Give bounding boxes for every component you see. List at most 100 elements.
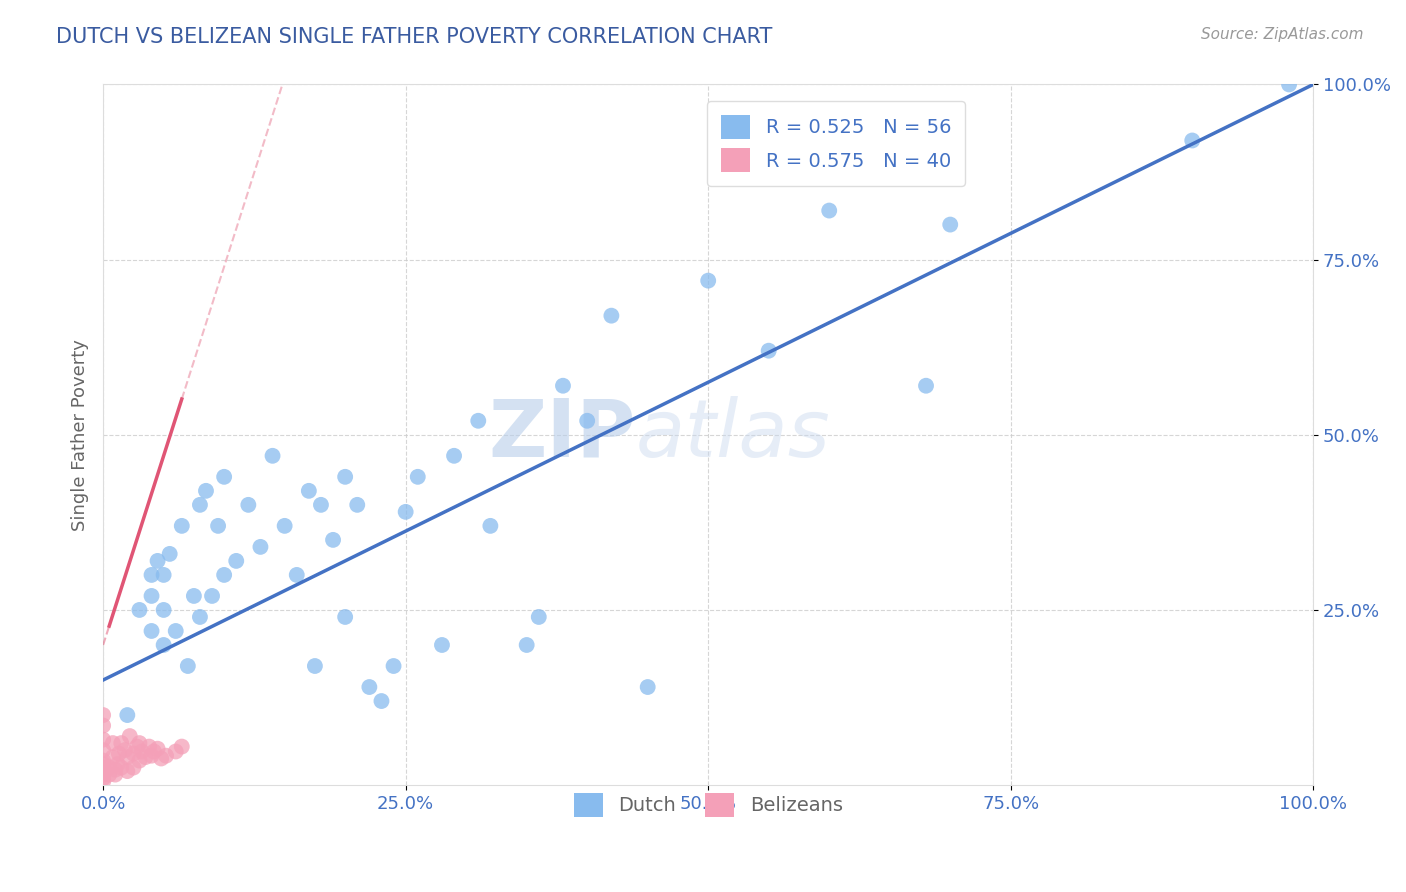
Text: atlas: atlas bbox=[636, 396, 831, 474]
Point bbox=[165, 624, 187, 638]
Point bbox=[122, 747, 145, 761]
Point bbox=[1181, 134, 1204, 148]
Point bbox=[98, 761, 121, 775]
Point bbox=[298, 483, 321, 498]
Point bbox=[117, 750, 139, 764]
Point bbox=[195, 483, 218, 498]
Point bbox=[370, 694, 392, 708]
Point bbox=[91, 732, 114, 747]
Point bbox=[333, 610, 356, 624]
Legend: Dutch, Belizeans: Dutch, Belizeans bbox=[565, 785, 851, 824]
Point bbox=[395, 505, 418, 519]
Point bbox=[152, 568, 174, 582]
Point bbox=[201, 589, 224, 603]
Point bbox=[165, 744, 187, 758]
Point bbox=[108, 747, 131, 761]
Point bbox=[131, 744, 153, 758]
Point bbox=[346, 498, 368, 512]
Point bbox=[333, 470, 356, 484]
Point bbox=[637, 680, 659, 694]
Point bbox=[359, 680, 381, 694]
Point bbox=[225, 554, 247, 568]
Point bbox=[138, 739, 160, 754]
Point bbox=[285, 568, 308, 582]
Point bbox=[758, 343, 780, 358]
Point bbox=[516, 638, 538, 652]
Point bbox=[98, 767, 121, 781]
Point bbox=[309, 498, 332, 512]
Point bbox=[91, 771, 114, 785]
Point bbox=[128, 603, 150, 617]
Point bbox=[527, 610, 550, 624]
Point bbox=[107, 757, 129, 772]
Point bbox=[141, 624, 163, 638]
Point bbox=[939, 218, 962, 232]
Point bbox=[104, 767, 127, 781]
Point bbox=[818, 203, 841, 218]
Point bbox=[406, 470, 429, 484]
Point bbox=[128, 736, 150, 750]
Point bbox=[142, 744, 165, 758]
Point bbox=[91, 708, 114, 723]
Point bbox=[382, 659, 405, 673]
Point bbox=[114, 743, 136, 757]
Point bbox=[141, 568, 163, 582]
Point bbox=[207, 519, 229, 533]
Point bbox=[212, 470, 235, 484]
Point bbox=[91, 774, 114, 789]
Point bbox=[134, 750, 156, 764]
Point bbox=[304, 659, 326, 673]
Point bbox=[697, 274, 720, 288]
Point bbox=[188, 610, 211, 624]
Point bbox=[238, 498, 260, 512]
Point bbox=[141, 589, 163, 603]
Point bbox=[117, 764, 139, 778]
Point bbox=[249, 540, 271, 554]
Point bbox=[110, 761, 132, 775]
Point bbox=[122, 761, 145, 775]
Text: ZIP: ZIP bbox=[488, 396, 636, 474]
Point bbox=[128, 754, 150, 768]
Point bbox=[443, 449, 465, 463]
Point bbox=[170, 739, 193, 754]
Point bbox=[101, 736, 124, 750]
Point bbox=[1278, 78, 1301, 92]
Point bbox=[146, 554, 169, 568]
Point bbox=[430, 638, 453, 652]
Point bbox=[467, 414, 489, 428]
Point bbox=[479, 519, 502, 533]
Point bbox=[183, 589, 205, 603]
Point bbox=[110, 736, 132, 750]
Point bbox=[273, 519, 295, 533]
Point bbox=[117, 708, 139, 723]
Text: Source: ZipAtlas.com: Source: ZipAtlas.com bbox=[1201, 27, 1364, 42]
Point bbox=[91, 743, 114, 757]
Point bbox=[915, 378, 938, 392]
Point bbox=[118, 729, 141, 743]
Y-axis label: Single Father Poverty: Single Father Poverty bbox=[72, 339, 89, 531]
Point bbox=[141, 748, 163, 763]
Point bbox=[91, 767, 114, 781]
Point bbox=[146, 741, 169, 756]
Point bbox=[551, 378, 574, 392]
Point bbox=[159, 547, 181, 561]
Point bbox=[188, 498, 211, 512]
Point bbox=[262, 449, 284, 463]
Point bbox=[212, 568, 235, 582]
Text: DUTCH VS BELIZEAN SINGLE FATHER POVERTY CORRELATION CHART: DUTCH VS BELIZEAN SINGLE FATHER POVERTY … bbox=[56, 27, 773, 46]
Point bbox=[91, 754, 114, 768]
Point bbox=[101, 750, 124, 764]
Point bbox=[91, 718, 114, 732]
Point bbox=[91, 764, 114, 778]
Point bbox=[125, 739, 148, 754]
Point bbox=[155, 748, 177, 763]
Point bbox=[152, 603, 174, 617]
Point bbox=[150, 751, 173, 765]
Point bbox=[177, 659, 200, 673]
Point bbox=[104, 763, 127, 777]
Point bbox=[576, 414, 599, 428]
Point bbox=[91, 757, 114, 772]
Point bbox=[152, 638, 174, 652]
Point bbox=[170, 519, 193, 533]
Point bbox=[91, 761, 114, 775]
